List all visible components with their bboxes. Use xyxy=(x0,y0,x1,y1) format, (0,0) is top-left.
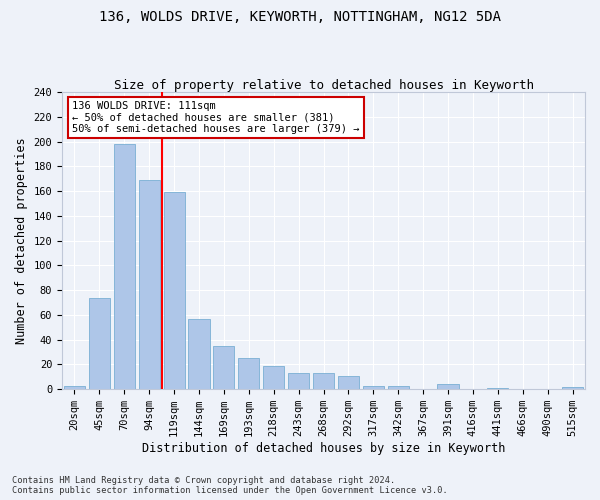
Bar xyxy=(214,346,235,389)
Title: Size of property relative to detached houses in Keyworth: Size of property relative to detached ho… xyxy=(113,79,533,92)
Bar xyxy=(164,192,185,389)
Bar xyxy=(139,180,160,389)
Bar xyxy=(313,373,334,389)
Bar xyxy=(388,386,409,389)
Bar xyxy=(487,388,508,389)
Bar xyxy=(363,386,384,389)
Text: 136, WOLDS DRIVE, KEYWORTH, NOTTINGHAM, NG12 5DA: 136, WOLDS DRIVE, KEYWORTH, NOTTINGHAM, … xyxy=(99,10,501,24)
Bar xyxy=(238,358,259,389)
Bar xyxy=(437,384,458,389)
Bar xyxy=(562,386,583,389)
Bar xyxy=(89,298,110,389)
Text: Contains HM Land Registry data © Crown copyright and database right 2024.
Contai: Contains HM Land Registry data © Crown c… xyxy=(12,476,448,495)
Bar xyxy=(288,373,309,389)
Bar xyxy=(263,366,284,389)
Bar xyxy=(338,376,359,389)
Bar xyxy=(64,386,85,389)
Bar xyxy=(114,144,135,389)
X-axis label: Distribution of detached houses by size in Keyworth: Distribution of detached houses by size … xyxy=(142,442,505,455)
Text: 136 WOLDS DRIVE: 111sqm
← 50% of detached houses are smaller (381)
50% of semi-d: 136 WOLDS DRIVE: 111sqm ← 50% of detache… xyxy=(73,101,360,134)
Y-axis label: Number of detached properties: Number of detached properties xyxy=(15,138,28,344)
Bar xyxy=(188,318,209,389)
